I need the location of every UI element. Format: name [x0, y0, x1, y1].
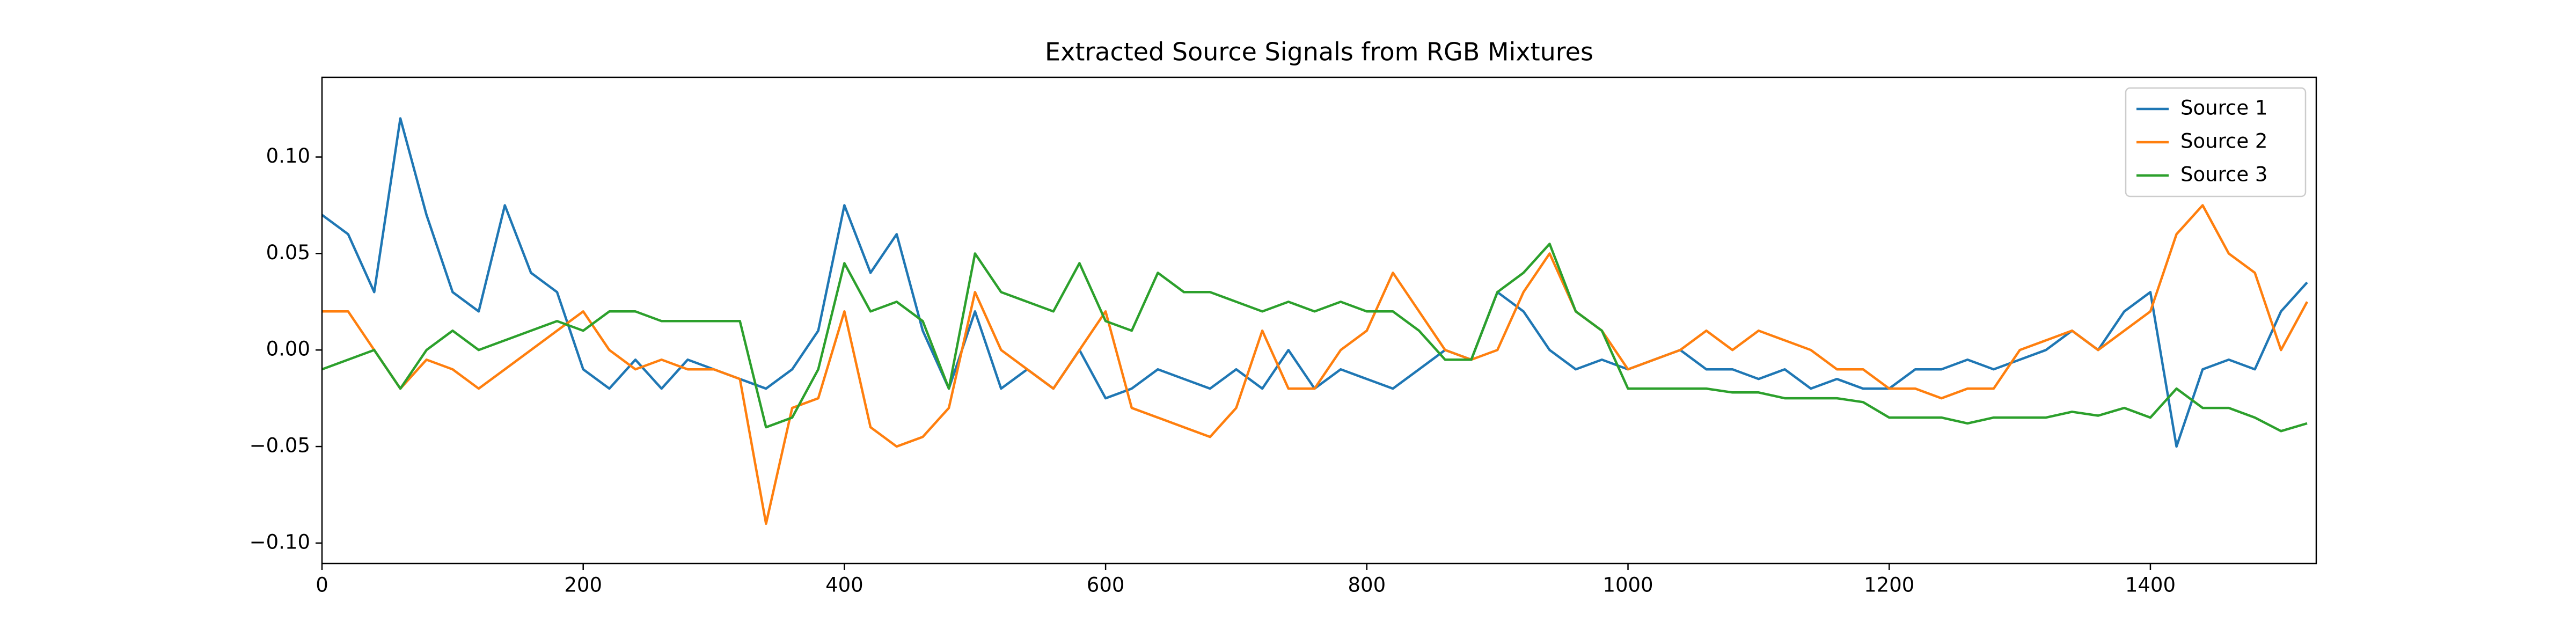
x-tick-label: 400 [825, 574, 863, 597]
y-tick-label: −0.10 [250, 530, 310, 553]
x-tick-label: 1200 [1864, 574, 1914, 597]
series-line [322, 204, 2308, 525]
y-tick-label: −0.05 [250, 434, 310, 457]
x-tick-label: 0 [316, 574, 328, 597]
x-tick-label: 200 [564, 574, 602, 597]
y-tick-label: 0.00 [266, 338, 310, 361]
series-line [321, 117, 2308, 448]
legend-box [2125, 87, 2307, 197]
chart-title: Extracted Source Signals from RGB Mixtur… [1045, 38, 1593, 67]
legend-label: Source 3 [2180, 163, 2267, 186]
series-line [321, 243, 2308, 433]
x-tick-label: 800 [1348, 574, 1386, 597]
legend-label: Source 1 [2180, 97, 2267, 120]
x-tick-label: 600 [1087, 574, 1125, 597]
plot-frame [321, 76, 2317, 565]
legend-label: Source 2 [2180, 130, 2267, 153]
y-tick-label: 0.10 [266, 144, 310, 167]
x-tick-label: 1000 [1602, 574, 1653, 597]
y-tick-label: 0.05 [266, 241, 310, 264]
x-tick-label: 1400 [2125, 574, 2176, 597]
